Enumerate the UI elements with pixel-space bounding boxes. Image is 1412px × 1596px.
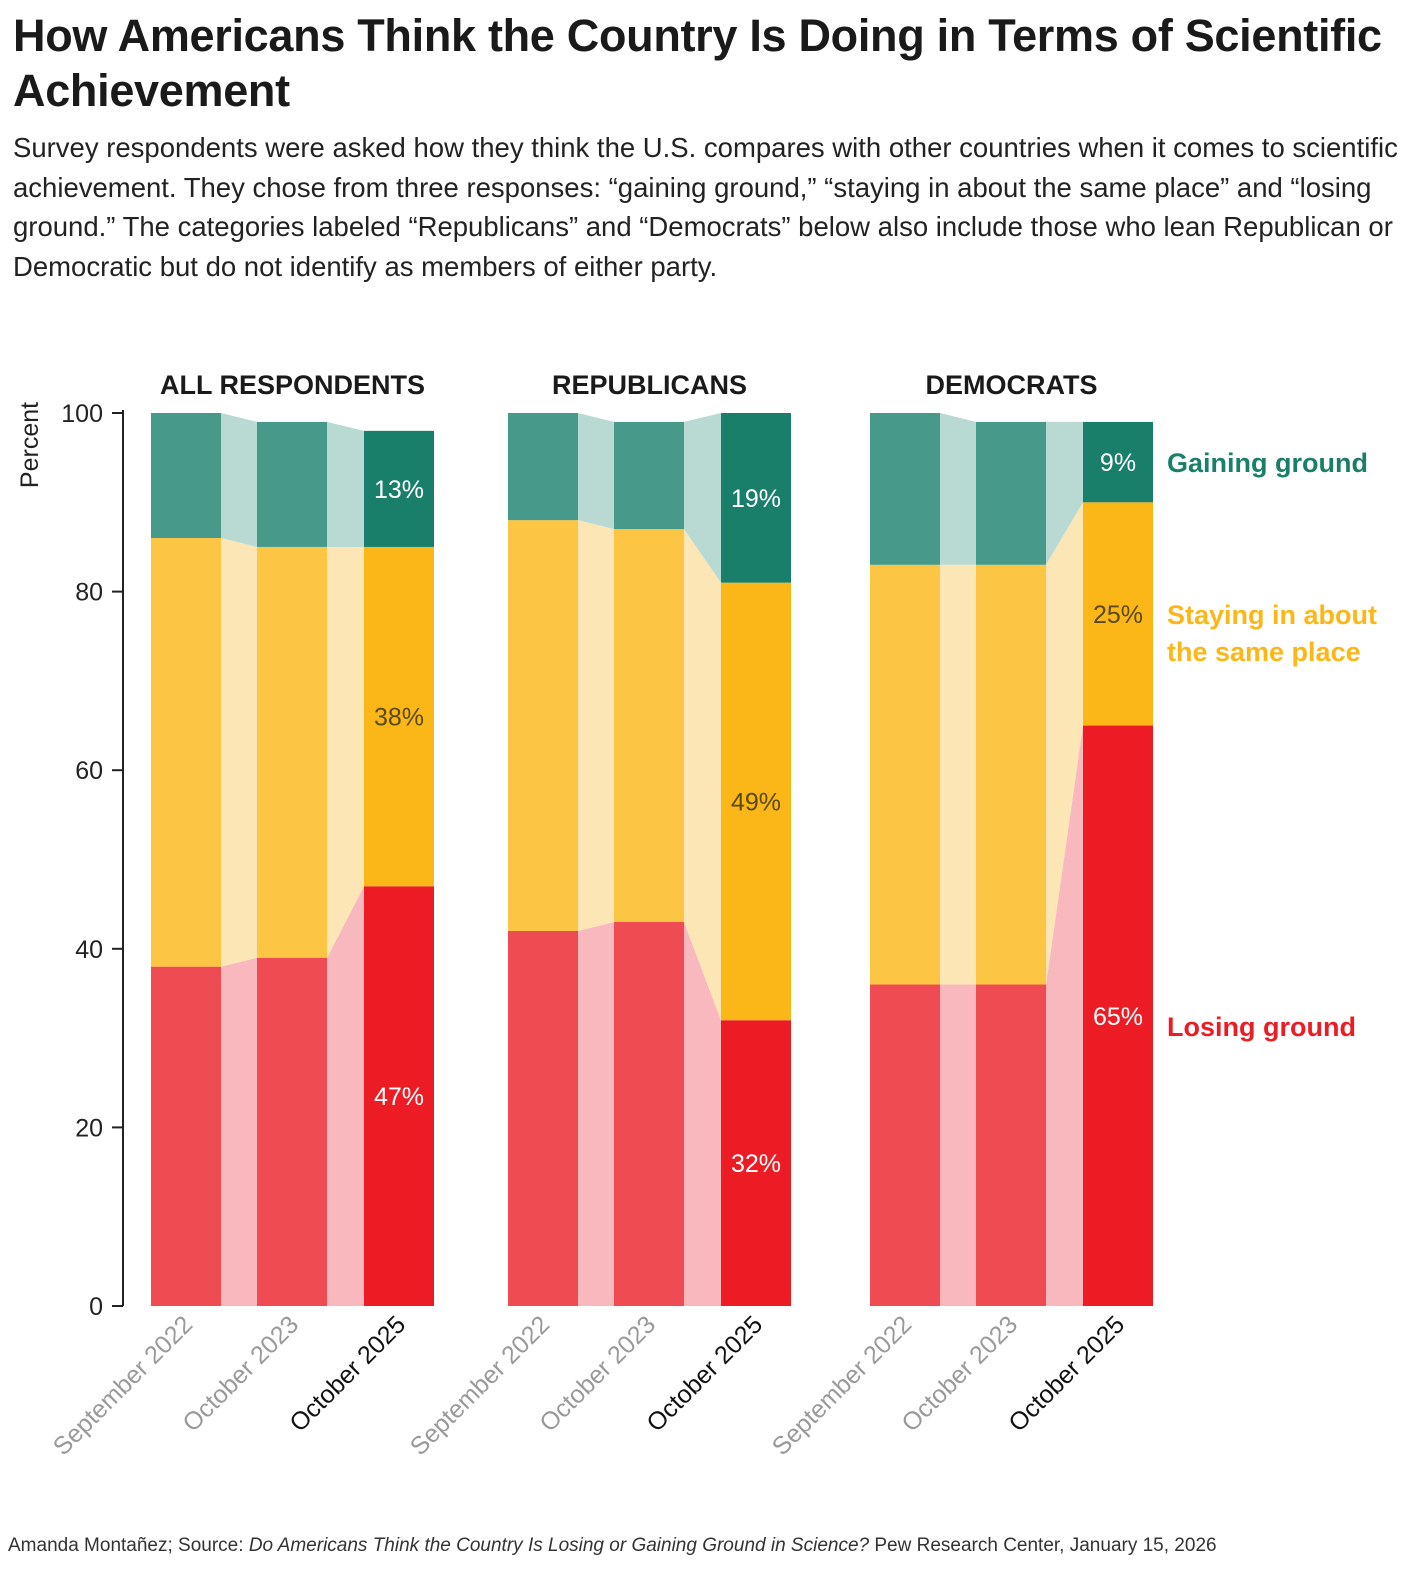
y-tick-label: 80: [75, 579, 103, 607]
y-tick-label: 100: [61, 400, 103, 428]
bar-gaining: [257, 421, 327, 547]
x-tick-label: September 2022: [48, 1310, 199, 1461]
data-label: 49%: [731, 788, 781, 816]
bar-gaining: [1083, 421, 1153, 503]
bar-staying: [1083, 502, 1153, 726]
connector-gaining: [684, 413, 721, 583]
bar-staying: [614, 529, 684, 923]
source-rest: Pew Research Center, January 15, 2026: [869, 1535, 1217, 1556]
x-tick-label: September 2022: [767, 1310, 918, 1461]
connector-staying: [940, 564, 976, 985]
data-label: 19%: [731, 485, 781, 513]
data-label: 25%: [1093, 601, 1143, 629]
bar-losing: [870, 984, 940, 1306]
bar-gaining: [870, 413, 940, 565]
connector-gaining: [940, 413, 976, 565]
legend-staying-line1: Staying in about: [1167, 600, 1377, 630]
bar-staying: [364, 546, 434, 887]
connector-staying: [1046, 502, 1083, 985]
panel-title: DEMOCRATS: [926, 370, 1098, 400]
bar-losing: [151, 966, 221, 1306]
connector-gaining: [1046, 421, 1083, 565]
connector-losing: [327, 886, 364, 1306]
bar-gaining: [151, 413, 221, 539]
data-label: 9%: [1100, 449, 1136, 477]
chart-title: How Americans Think the Country Is Doing…: [13, 10, 1382, 116]
x-tick-label: September 2022: [405, 1310, 556, 1461]
connector-losing: [684, 922, 721, 1306]
legend-staying-line2: the same place: [1167, 637, 1361, 667]
source-title: Do Americans Think the Country Is Losing…: [248, 1535, 870, 1556]
chart-subtitle: Survey respondents were asked how they t…: [13, 132, 1398, 282]
connector-gaining: [327, 421, 364, 547]
legend-losing: Losing ground: [1167, 1012, 1356, 1042]
bar-staying: [721, 582, 791, 1021]
connector-losing: [578, 922, 614, 1306]
bar-staying: [151, 538, 221, 967]
bar-gaining: [976, 421, 1046, 565]
bar-losing: [508, 930, 578, 1306]
bar-staying: [257, 546, 327, 958]
connector-staying: [578, 520, 614, 931]
credit: Amanda Montañez; Source:: [8, 1535, 249, 1556]
connector-losing: [221, 957, 257, 1306]
connector-staying: [221, 538, 257, 967]
data-label: 13%: [374, 476, 424, 504]
bar-staying: [870, 564, 940, 985]
y-tick-label: 40: [75, 936, 103, 964]
data-label: 47%: [374, 1083, 424, 1111]
panel-title: ALL RESPONDENTS: [160, 370, 425, 400]
connector-gaining: [578, 413, 614, 530]
legend-gaining: Gaining ground: [1167, 448, 1368, 478]
chart: 0 20 40 60 80 100 Percent ALL RESPONDENTS Septem…: [16, 370, 1377, 1461]
bar-gaining: [721, 413, 791, 583]
source-credit: Amanda Montañez; Source: Do Americans Th…: [8, 1535, 1217, 1557]
y-tick-label: 20: [75, 1114, 103, 1142]
connector-losing: [940, 984, 976, 1306]
bar-staying: [976, 564, 1046, 985]
bar-gaining: [614, 421, 684, 530]
bar-gaining: [508, 413, 578, 521]
connector-staying: [684, 529, 721, 1021]
panel-title: REPUBLICANS: [552, 370, 747, 400]
bar-losing: [364, 886, 434, 1306]
data-label: 65%: [1093, 1003, 1143, 1031]
data-label: 38%: [374, 704, 424, 732]
y-axis-label: Percent: [16, 402, 44, 488]
bar-losing: [721, 1020, 791, 1306]
y-tick-label: 0: [89, 1293, 103, 1321]
bar-losing: [614, 922, 684, 1306]
bar-losing: [257, 957, 327, 1306]
bar-losing: [976, 984, 1046, 1306]
data-label: 32%: [731, 1150, 781, 1178]
connector-gaining: [221, 413, 257, 547]
connector-losing: [1046, 725, 1083, 1306]
connector-staying: [327, 546, 364, 958]
bar-staying: [508, 520, 578, 931]
bar-losing: [1083, 725, 1153, 1306]
bar-gaining: [364, 430, 434, 547]
y-tick-label: 60: [75, 757, 103, 785]
